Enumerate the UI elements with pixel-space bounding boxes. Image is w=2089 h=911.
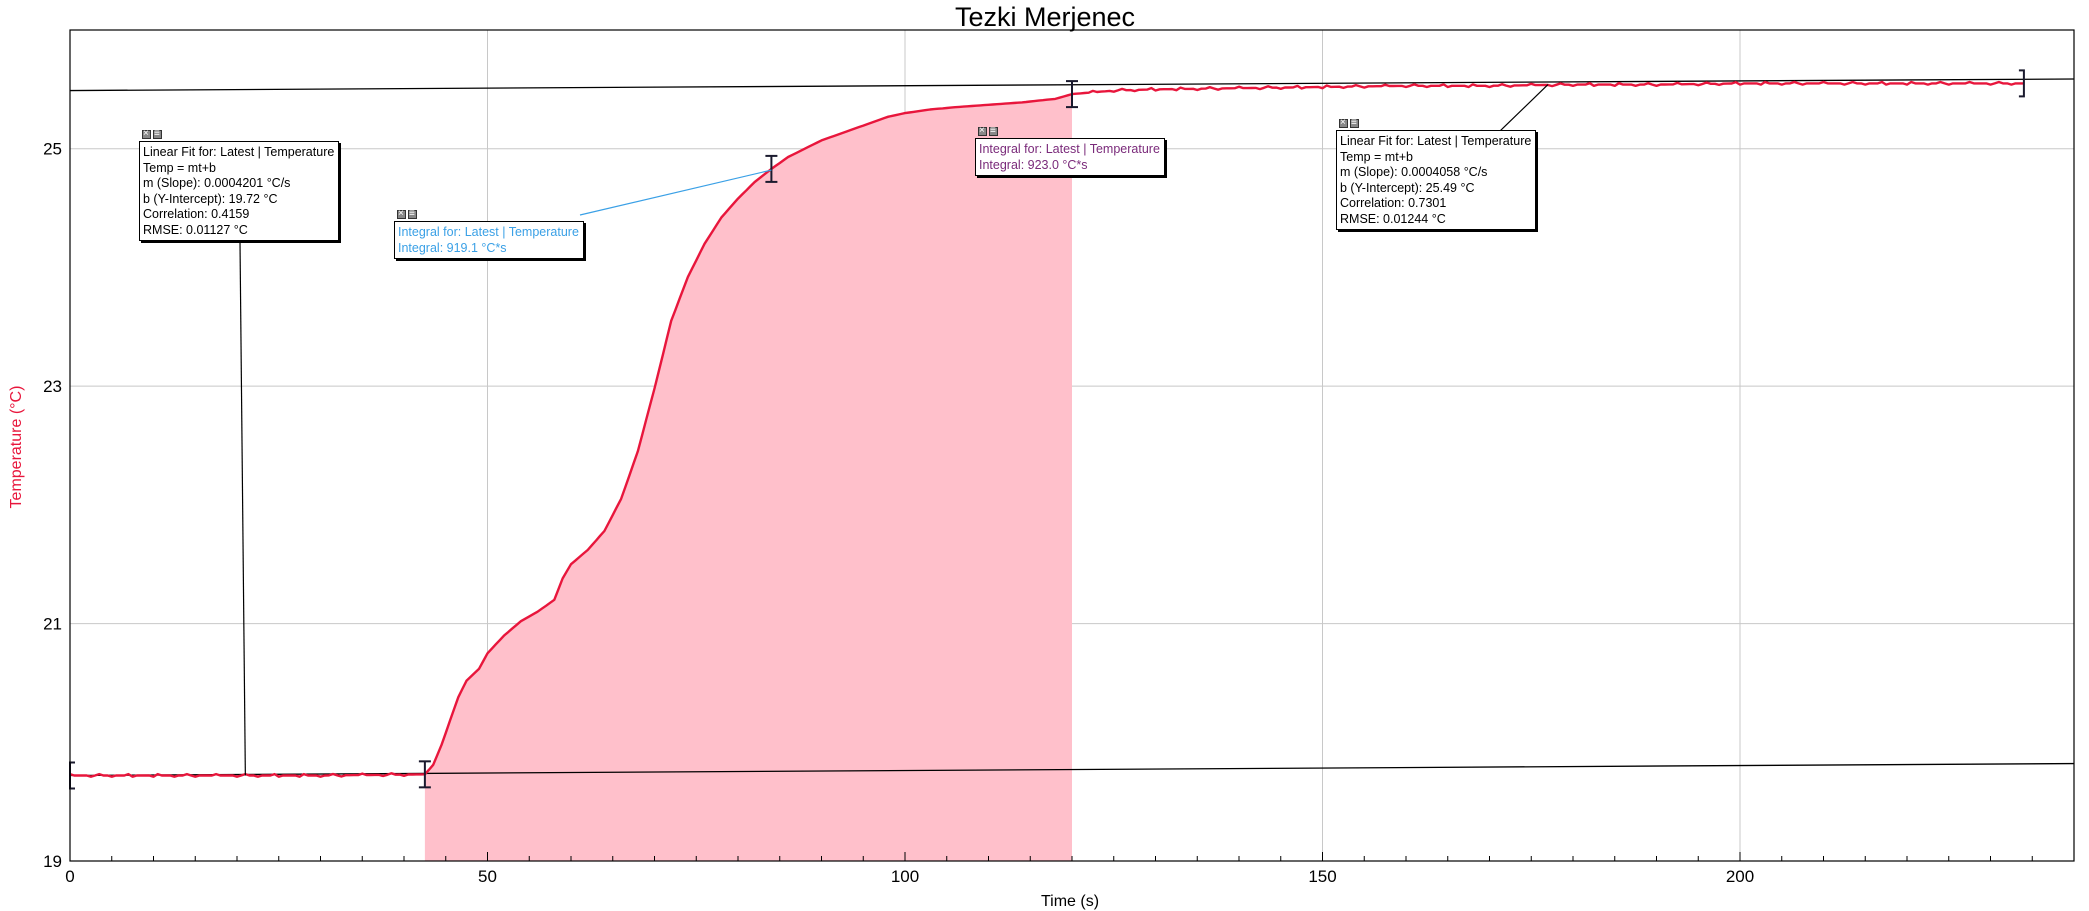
close-icon[interactable] bbox=[397, 206, 406, 222]
annotation-text-line: m (Slope): 0.0004201 °C/s bbox=[143, 176, 291, 190]
annotation-controls bbox=[142, 126, 162, 142]
x-tick-label: 200 bbox=[1726, 867, 1754, 886]
annotation-text-line: Integral: 923.0 °C*s bbox=[979, 157, 1088, 172]
options-icon[interactable] bbox=[153, 126, 162, 142]
annotation-text-line: Integral: 919.1 °C*s bbox=[398, 240, 507, 255]
leader-layer bbox=[239, 84, 1549, 776]
annotation-text-line: Correlation: 0.7301 bbox=[1340, 196, 1447, 210]
annotation-box[interactable]: Integral for: Latest | TemperatureIntegr… bbox=[394, 206, 584, 259]
annotation-leader-line bbox=[579, 169, 772, 216]
close-icon[interactable] bbox=[142, 126, 151, 142]
options-icon[interactable] bbox=[989, 123, 998, 139]
chart-title: Tezki Merjenec bbox=[955, 2, 1135, 32]
y-tick-label: 23 bbox=[43, 377, 62, 396]
options-icon[interactable] bbox=[408, 206, 417, 222]
range-bracket bbox=[2018, 69, 2025, 98]
annotation-text-line: b (Y-Intercept): 19.72 °C bbox=[143, 191, 278, 206]
x-tick-label: 150 bbox=[1308, 867, 1336, 886]
y-tick-label: 25 bbox=[43, 140, 62, 159]
x-tick-label: 50 bbox=[478, 867, 497, 886]
annotation-box[interactable]: Linear Fit for: Latest | TemperatureTemp… bbox=[1336, 115, 1537, 230]
x-tick-label: 0 bbox=[65, 867, 74, 886]
annotation-text-line: m (Slope): 0.0004058 °C/s bbox=[1340, 165, 1488, 179]
close-icon[interactable] bbox=[1339, 115, 1348, 131]
integral-area bbox=[424, 94, 1072, 862]
y-tick-labels: 19 21 23 25 bbox=[43, 140, 62, 871]
plot-frame bbox=[69, 29, 2075, 862]
y-tick-label: 19 bbox=[43, 852, 62, 871]
temperature-series-line bbox=[69, 80, 2024, 778]
annotation-controls bbox=[397, 206, 417, 222]
range-bracket bbox=[418, 760, 431, 789]
annotation-controls bbox=[978, 123, 998, 139]
annotation-text-line: Temp = mt+b bbox=[143, 160, 216, 175]
y-axis-label: Temperature (°C) bbox=[8, 386, 25, 509]
annotation-text-line: Temp = mt+b bbox=[1340, 149, 1413, 164]
annotation-text-line: RMSE: 0.01244 °C bbox=[1340, 211, 1446, 226]
annotation-text-line: Integral for: Latest | Temperature bbox=[979, 142, 1160, 156]
annotation-box[interactable]: Linear Fit for: Latest | TemperatureTemp… bbox=[139, 126, 340, 241]
annotation-text-line: b (Y-Intercept): 25.49 °C bbox=[1340, 180, 1475, 195]
range-bracket bbox=[1066, 80, 1078, 109]
annotation-box[interactable]: Integral for: Latest | TemperatureIntegr… bbox=[975, 123, 1165, 176]
integral-fill-layer bbox=[424, 94, 1072, 862]
annotation-text-line: Integral for: Latest | Temperature bbox=[398, 225, 579, 239]
annotation-text-line: Linear Fit for: Latest | Temperature bbox=[143, 145, 335, 159]
x-tick-labels: 0 50 100 150 200 bbox=[65, 867, 1754, 886]
annotation-controls bbox=[1339, 115, 1359, 131]
options-icon[interactable] bbox=[1350, 115, 1359, 131]
annotation-text-line: RMSE: 0.01127 °C bbox=[143, 222, 248, 237]
range-bracket bbox=[765, 154, 778, 183]
linear-fit-line bbox=[69, 762, 2075, 777]
bracket-end bbox=[2018, 69, 2025, 98]
annotation-text-line: Correlation: 0.4159 bbox=[143, 207, 250, 221]
close-icon[interactable] bbox=[978, 123, 987, 139]
series-layer bbox=[69, 80, 2024, 778]
y-tick-label: 21 bbox=[43, 615, 62, 634]
annotation-leader-line bbox=[239, 241, 246, 776]
annotation-text-line: Linear Fit for: Latest | Temperature bbox=[1340, 134, 1532, 148]
x-tick-label: 100 bbox=[891, 867, 919, 886]
x-axis-label: Time (s) bbox=[1041, 893, 1099, 910]
annotation-leader-line bbox=[1499, 84, 1549, 132]
